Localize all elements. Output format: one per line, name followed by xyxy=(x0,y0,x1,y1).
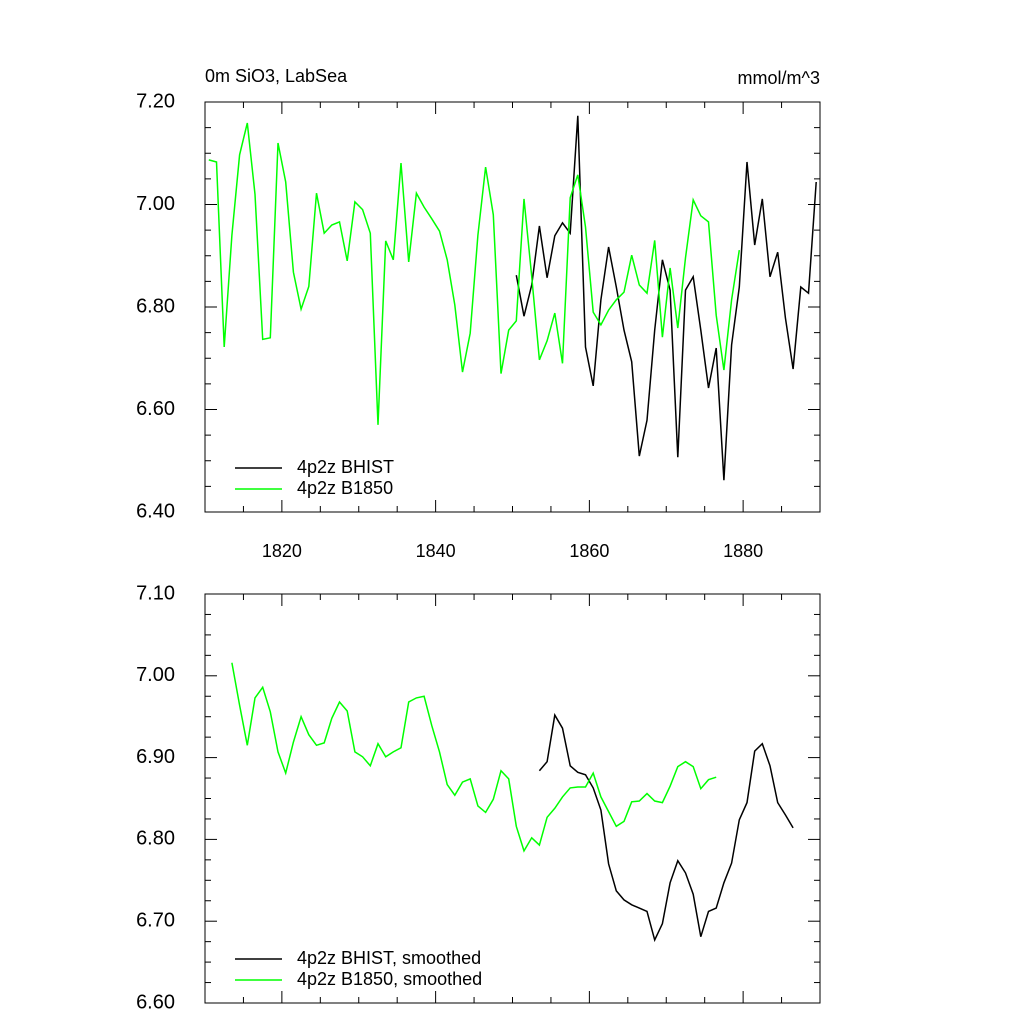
y-tick-label: 6.60 xyxy=(136,398,175,420)
y-tick-label: 7.20 xyxy=(136,90,175,112)
y-tick-label: 7.00 xyxy=(136,664,175,686)
y-tick-label: 6.60 xyxy=(136,991,175,1013)
x-tick-label: 1860 xyxy=(569,541,609,561)
x-tick-label: 1880 xyxy=(723,541,763,561)
legend-label: 4p2z B1850 xyxy=(297,478,393,498)
y-tick-label: 6.90 xyxy=(136,746,175,768)
data-line xyxy=(538,712,794,943)
y-tick-label: 6.80 xyxy=(136,295,175,317)
x-tick-label: 1840 xyxy=(416,541,456,561)
y-tick-label: 6.80 xyxy=(136,828,175,850)
y-tick-label: 7.00 xyxy=(136,193,175,215)
legend-label: 4p2z B1850, smoothed xyxy=(297,969,482,989)
y-tick-label: 6.70 xyxy=(136,909,175,931)
data-line xyxy=(208,122,741,425)
y-tick-label: 7.10 xyxy=(136,582,175,604)
chart-title: 0m SiO3, LabSea xyxy=(205,66,348,86)
data-line xyxy=(515,115,817,481)
units-label: mmol/m^3 xyxy=(738,68,820,88)
y-tick-label: 6.40 xyxy=(136,500,175,522)
x-tick-label: 1820 xyxy=(262,541,302,561)
legend-label: 4p2z BHIST xyxy=(297,457,394,477)
data-line xyxy=(231,662,717,853)
plot-frame xyxy=(204,101,821,513)
legend-label: 4p2z BHIST, smoothed xyxy=(297,948,481,968)
